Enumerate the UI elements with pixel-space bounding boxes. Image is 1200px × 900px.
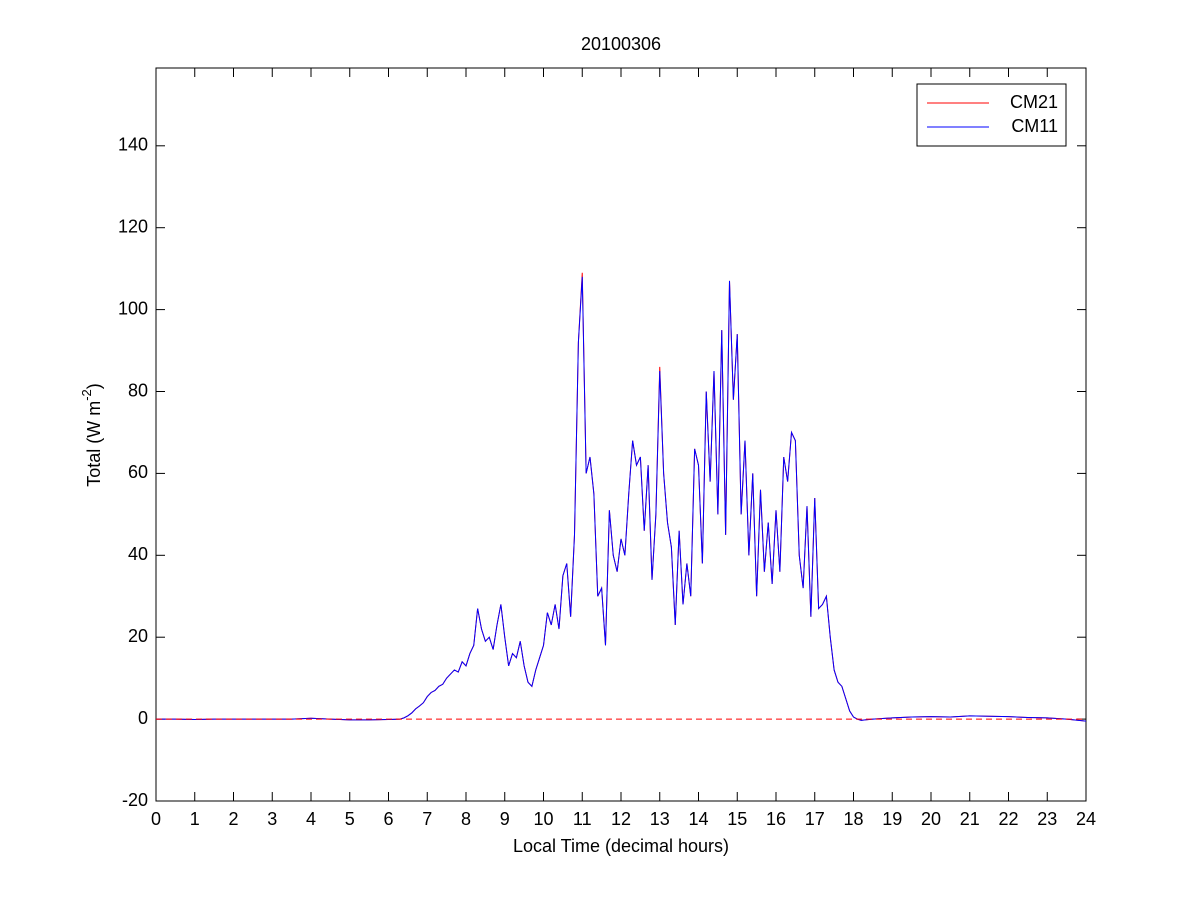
x-tick-label: 8 xyxy=(461,809,471,829)
x-tick-label: 10 xyxy=(533,809,553,829)
y-tick-label: 20 xyxy=(128,626,148,646)
x-tick-label: 24 xyxy=(1076,809,1096,829)
legend-label: CM11 xyxy=(1011,116,1058,136)
x-tick-label: 23 xyxy=(1037,809,1057,829)
x-tick-label: 2 xyxy=(228,809,238,829)
y-tick-label: 80 xyxy=(128,380,148,400)
y-tick-label: 60 xyxy=(128,462,148,482)
x-tick-label: 22 xyxy=(998,809,1018,829)
y-tick-label: 0 xyxy=(138,708,148,728)
x-tick-label: 13 xyxy=(650,809,670,829)
x-tick-label: 17 xyxy=(805,809,825,829)
y-axis-label-text: Total (W m xyxy=(84,401,104,487)
x-tick-label: 4 xyxy=(306,809,316,829)
x-tick-label: 11 xyxy=(573,809,592,829)
x-tick-label: 9 xyxy=(500,809,510,829)
x-tick-label: 18 xyxy=(843,809,863,829)
data-line xyxy=(156,276,1087,722)
x-tick-label: 15 xyxy=(727,809,747,829)
y-tick-label: -20 xyxy=(122,790,148,810)
y-tick-label: 40 xyxy=(128,544,148,564)
x-tick-label: 6 xyxy=(383,809,393,829)
x-tick-label: 14 xyxy=(688,809,708,829)
x-tick-label: 16 xyxy=(766,809,786,829)
x-tick-label: 5 xyxy=(345,809,355,829)
x-tick-label: 21 xyxy=(960,809,980,829)
x-tick-label: 3 xyxy=(267,809,277,829)
x-tick-label: 1 xyxy=(190,809,200,829)
legend-label: CM21 xyxy=(1010,92,1058,112)
x-tick-label: 20 xyxy=(921,809,941,829)
y-axis-label-suffix: ) xyxy=(84,383,104,389)
x-axis-label: Local Time (decimal hours) xyxy=(513,836,729,856)
legend-box xyxy=(916,83,1067,147)
y-tick-label: 140 xyxy=(118,135,148,155)
y-tick-label: 120 xyxy=(118,216,148,236)
y-tick-label: 100 xyxy=(118,298,148,318)
y-axis-label: Total (W m-2) xyxy=(79,383,103,487)
x-tick-label: 12 xyxy=(611,809,631,829)
x-tick-label: 0 xyxy=(151,809,161,829)
x-tick-label: 7 xyxy=(422,809,432,829)
x-tick-label: 19 xyxy=(882,809,902,829)
chart-title: 20100306 xyxy=(581,34,661,54)
y-axis-label-superscript: -2 xyxy=(79,389,94,401)
